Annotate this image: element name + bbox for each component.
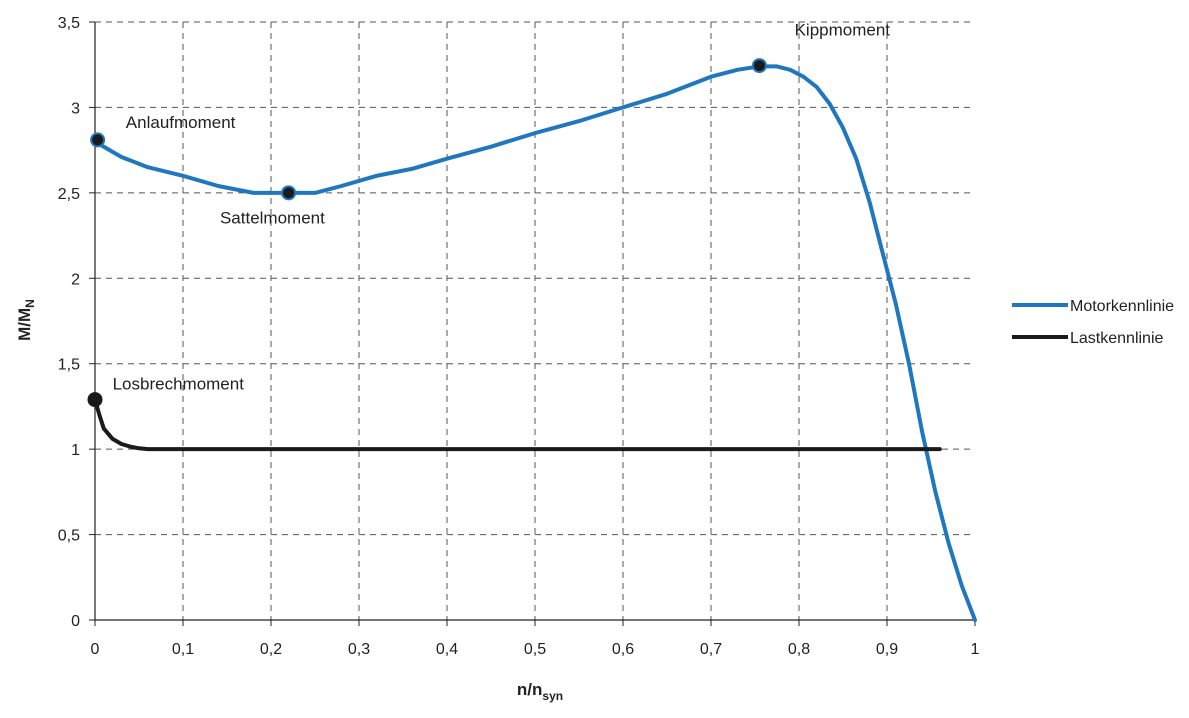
annotation-label: Sattelmoment [220,209,325,228]
point-marker [751,58,767,74]
annotation-label: Kippmoment [795,21,891,40]
tick-labels: 0 0,1 0,2 0,3 0,4 0,5 0,6 0,7 0,8 0,9 1 0 0,5 1 1,5 2 2,… [58,15,980,658]
annotation-label: Losbrechmoment [113,374,245,393]
annotations: Anlaufmoment Sattelmoment Kippmoment Losbre… [113,21,891,394]
axes [89,21,976,626]
x-tick-label: 0,5 [524,641,546,658]
y-axis-title: M/MN [15,299,37,341]
y-tick-label: 0 [71,613,80,630]
y-tick-label: 2 [71,271,80,288]
x-tick-label: 1 [971,641,980,658]
y-tick-label: 0,5 [58,528,80,545]
legend-label: Lastkennlinie [1070,330,1164,347]
x-tick-label: 0,9 [876,641,898,658]
y-tick-label: 3 [71,100,80,117]
x-tick-label: 0 [91,641,100,658]
annotation-label: Anlaufmoment [126,113,236,132]
legend: Motorkennlinie Lastkennlinie [1012,298,1174,347]
x-axis-title: n/nsyn [517,680,563,703]
x-tick-label: 0,1 [172,641,194,658]
y-tick-label: 2,5 [58,186,80,203]
x-tick-label: 0,8 [788,641,810,658]
point-markers [87,58,767,408]
y-tick-label: 1,5 [58,357,80,374]
grid-lines [95,21,975,620]
x-tick-label: 0,6 [612,641,634,658]
x-tick-label: 0,4 [436,641,458,658]
point-marker [87,392,103,408]
legend-label: Motorkennlinie [1070,298,1174,315]
y-tick-label: 3,5 [58,15,80,32]
x-tick-label: 0,7 [700,641,722,658]
x-tick-label: 0,3 [348,641,370,658]
series-line-lastkennlinie [93,397,942,452]
point-marker [90,132,106,148]
point-marker [281,185,297,201]
y-tick-label: 1 [71,442,80,459]
x-tick-label: 0,2 [260,641,282,658]
